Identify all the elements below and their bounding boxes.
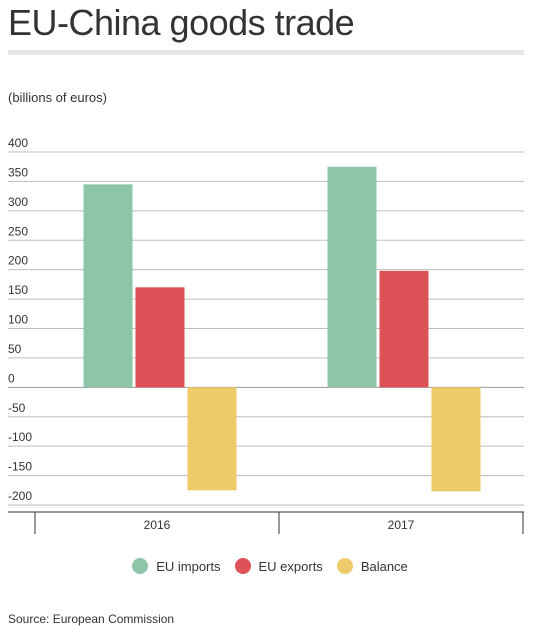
y-tick-label: 350 xyxy=(8,165,28,179)
y-tick-label: -100 xyxy=(8,430,32,444)
y-tick-label: 400 xyxy=(8,136,28,150)
y-tick-label: 150 xyxy=(8,283,28,297)
x-tick-label: 2016 xyxy=(144,518,171,532)
y-tick-label: 0 xyxy=(8,371,15,385)
bar-chart: 400 350 300 250 200 150 100 50 0 -50 -100 -150 -200 2… xyxy=(8,136,524,534)
bar-balance-2017 xyxy=(431,387,481,492)
y-tick-label: 50 xyxy=(8,342,22,356)
y-tick-label: -150 xyxy=(8,460,32,474)
y-tick-label: 250 xyxy=(8,224,28,238)
legend-swatch-balance xyxy=(336,558,353,574)
chart-legend: EU imports EU exports Balance xyxy=(0,558,540,574)
y-tick-label: 300 xyxy=(8,195,28,209)
bar-eu-exports-2016 xyxy=(135,287,185,388)
legend-item-imports: EU imports xyxy=(132,558,221,574)
legend-item-exports: EU exports xyxy=(234,558,323,574)
legend-item-balance: Balance xyxy=(336,558,408,574)
source-note: Source: European Commission xyxy=(8,612,175,626)
chart-subtitle: (billions of euros) xyxy=(8,90,107,105)
x-tick-label: 2017 xyxy=(388,518,415,532)
legend-label-balance: Balance xyxy=(360,558,408,574)
y-tick-label: -200 xyxy=(8,489,32,503)
title-divider xyxy=(8,50,524,55)
chart-title: EU-China goods trade xyxy=(8,2,355,43)
y-tick-label: 100 xyxy=(8,313,28,327)
bar-balance-2016 xyxy=(187,387,237,491)
bar-eu-imports-2017 xyxy=(327,166,377,388)
legend-label-imports: EU imports xyxy=(156,558,221,574)
legend-swatch-imports xyxy=(132,558,149,574)
y-tick-label: -50 xyxy=(8,401,26,415)
bar-eu-exports-2017 xyxy=(379,270,429,388)
y-tick-label: 200 xyxy=(8,254,28,268)
bar-eu-imports-2016 xyxy=(83,184,133,388)
legend-swatch-exports xyxy=(234,558,251,574)
legend-label-exports: EU exports xyxy=(258,558,323,574)
